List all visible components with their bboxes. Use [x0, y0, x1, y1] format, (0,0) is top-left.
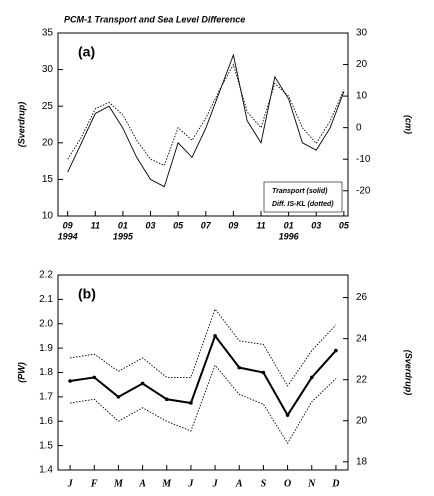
marker — [189, 401, 193, 405]
panel-label: (b) — [78, 286, 96, 302]
x-tick-label: 09 — [63, 220, 73, 230]
x-tick-label: A — [138, 478, 146, 489]
y-tick-label: 30 — [42, 64, 54, 75]
y-axis-label: (PW) — [16, 362, 26, 383]
x-tick-label: M — [113, 478, 124, 489]
x-tick-label: 01 — [118, 220, 128, 230]
x-tick-label: 11 — [91, 220, 100, 230]
y2-axis-label: (Sverdrup) — [404, 350, 414, 396]
y-tick-label: 1.8 — [39, 367, 53, 378]
y-tick-label: 10 — [42, 211, 54, 222]
y-tick-label: 1.4 — [39, 465, 53, 476]
y2-tick-label: -20 — [356, 185, 371, 196]
series-line — [67, 53, 345, 188]
legend-entry: Diff. IS-KL (dotted) — [272, 201, 334, 208]
marker — [309, 375, 314, 380]
y-tick-label: 25 — [42, 101, 54, 112]
series-line — [70, 308, 337, 387]
x-tick-label: M — [161, 478, 172, 489]
y2-tick-label: 26 — [356, 292, 368, 303]
x-tick-label: D — [331, 478, 339, 489]
x-tick-label: N — [307, 478, 316, 489]
series-line — [67, 63, 345, 167]
y-tick-label: 35 — [42, 28, 54, 39]
year-label: 1995 — [113, 231, 134, 241]
x-tick-label: 03 — [146, 220, 156, 230]
marker — [92, 375, 97, 380]
y2-tick-label: 30 — [356, 28, 368, 39]
series-line — [70, 364, 337, 445]
marker — [237, 365, 242, 370]
y2-axis-label: (cm) — [404, 115, 414, 134]
y2-tick-label: 18 — [356, 456, 368, 467]
y-tick-label: 20 — [42, 137, 54, 148]
x-tick-label: 09 — [228, 220, 238, 230]
marker — [116, 395, 121, 399]
x-tick-label: J — [67, 478, 74, 489]
y2-tick-label: 22 — [356, 374, 368, 385]
y2-tick-label: 20 — [356, 59, 368, 70]
marker — [261, 370, 266, 375]
y-tick-label: 15 — [42, 174, 54, 185]
y2-tick-label: 24 — [356, 333, 368, 344]
legend-entry: Transport (solid) — [272, 188, 328, 195]
x-tick-label: J — [212, 478, 219, 489]
marker — [68, 379, 72, 383]
y-axis-label: (Sverdrup) — [16, 102, 26, 148]
y-tick-label: 2.1 — [39, 294, 53, 305]
marker — [164, 397, 169, 402]
y-tick-label: 1.6 — [39, 416, 53, 427]
chart-title: PCM-1 Transport and Sea Level Difference — [64, 14, 245, 24]
y-tick-label: 2.2 — [39, 270, 53, 281]
x-tick-label: S — [261, 478, 267, 489]
x-tick-label: 03 — [311, 220, 321, 230]
x-tick-label: 05 — [173, 220, 184, 230]
series-line — [69, 333, 337, 418]
y-tick-label: 1.9 — [39, 343, 53, 354]
marker — [213, 334, 217, 338]
panel-label: (a) — [78, 44, 95, 60]
x-tick-label: 07 — [201, 220, 212, 230]
marker — [140, 381, 145, 386]
x-tick-label: A — [235, 478, 243, 489]
y2-tick-label: 0 — [356, 122, 362, 133]
y-tick-label: 1.5 — [39, 440, 53, 451]
y-tick-label: 2.0 — [39, 318, 53, 329]
x-tick-label: J — [187, 478, 194, 489]
year-label: 1994 — [58, 231, 78, 241]
x-tick-label: 01 — [284, 220, 294, 230]
marker — [285, 413, 290, 417]
y2-tick-label: 20 — [356, 415, 368, 426]
x-tick-label: O — [284, 478, 291, 489]
y2-tick-label: 10 — [356, 91, 368, 102]
plot-frame — [57, 274, 349, 471]
legend-box — [263, 181, 343, 213]
year-label: 1996 — [279, 231, 300, 241]
plot-frame — [57, 32, 349, 217]
y2-tick-label: -10 — [356, 154, 371, 165]
marker — [334, 348, 338, 353]
y-tick-label: 1.7 — [39, 392, 53, 403]
x-tick-label: F — [90, 478, 98, 489]
x-tick-label: 05 — [339, 220, 350, 230]
x-tick-label: 11 — [256, 220, 265, 230]
